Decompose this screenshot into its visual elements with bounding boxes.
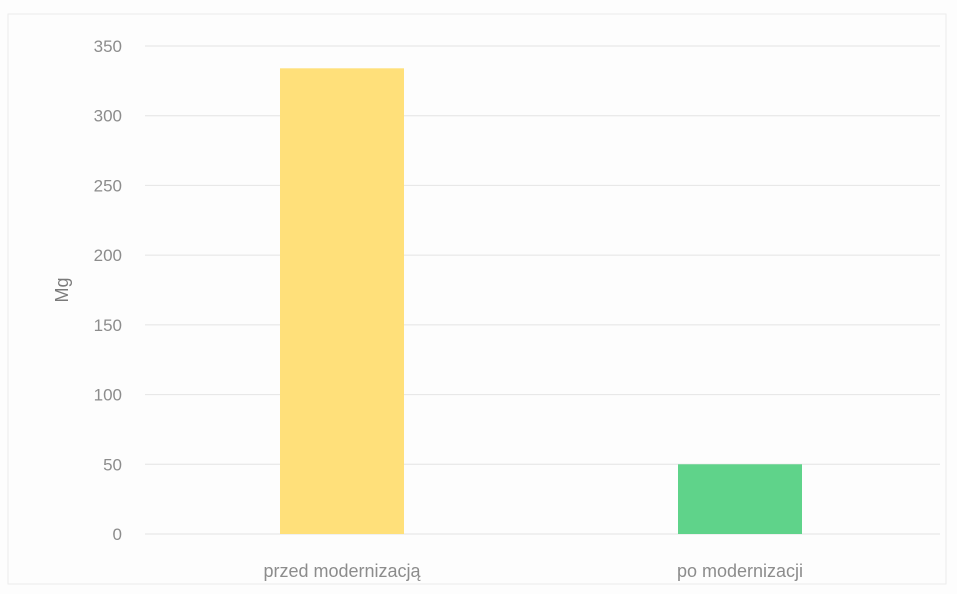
y-axis-ticks: 0 50 100 150 200 250 300 350 [94, 37, 122, 544]
bar-1 [280, 68, 404, 535]
gridlines [145, 45, 940, 535]
x-category-label: po modernizacji [677, 561, 803, 581]
y-tick-label: 50 [103, 455, 122, 474]
bar-2 [678, 464, 802, 534]
chart-frame [7, 13, 947, 585]
x-axis-categories: przed modernizacją po modernizacji [263, 561, 803, 581]
y-tick-label: 100 [94, 386, 122, 405]
y-tick-label: 0 [113, 525, 122, 544]
y-tick-label: 150 [94, 316, 122, 335]
x-category-label: przed modernizacją [263, 561, 421, 581]
y-tick-label: 250 [94, 176, 122, 195]
y-tick-label: 300 [94, 107, 122, 126]
y-axis-title: Mg [52, 277, 72, 302]
y-tick-label: 350 [94, 37, 122, 56]
y-tick-label: 200 [94, 246, 122, 265]
bars [280, 68, 802, 535]
